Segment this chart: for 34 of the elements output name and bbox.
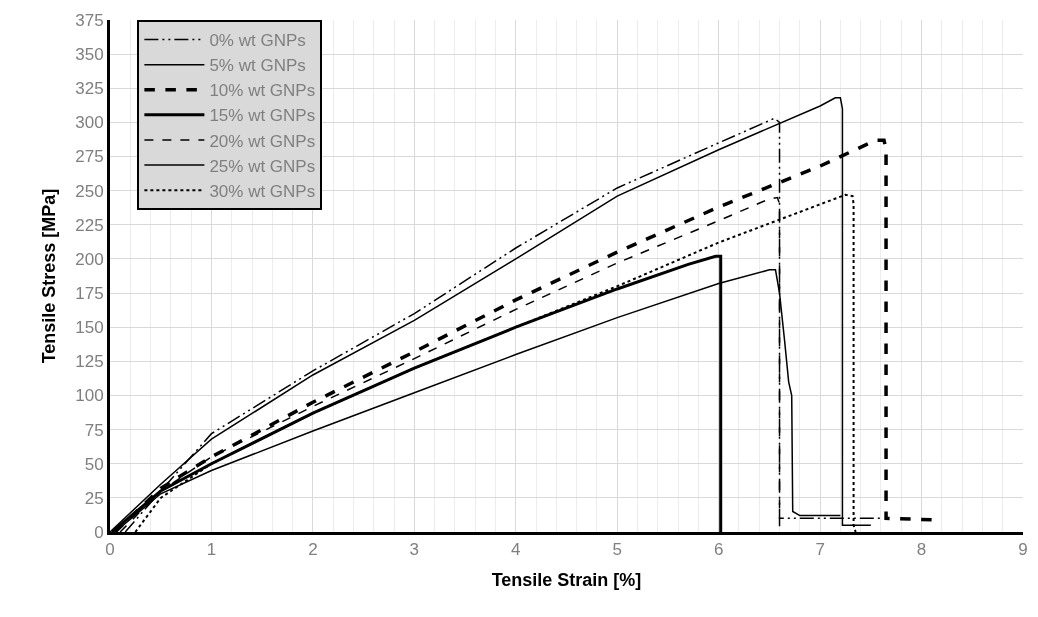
x-tick-label: 9 [1018, 540, 1028, 560]
y-tick-label: 75 [84, 420, 104, 440]
x-tick-label: 3 [409, 540, 420, 560]
x-tick-label: 8 [916, 540, 927, 560]
legend-label: 0% wt GNPs [209, 31, 306, 51]
legend-label: 20% wt GNPs [209, 131, 316, 151]
legend-label: 15% wt GNPs [209, 106, 316, 126]
x-tick-label: 5 [612, 540, 622, 560]
y-tick-label: 50 [84, 454, 104, 474]
x-tick-label: 6 [713, 540, 724, 560]
y-tick-label: 200 [75, 249, 104, 269]
y-tick-label: 225 [75, 215, 104, 235]
y-axis-title: Tensile Stress [MPa] [39, 188, 60, 364]
x-tick-label: 2 [308, 540, 318, 560]
x-tick-label: 7 [815, 540, 825, 560]
y-tick-label: 325 [75, 79, 104, 99]
x-tick-label: 1 [206, 540, 217, 560]
legend-label: 25% wt GNPs [209, 156, 316, 176]
y-tick-label: 150 [75, 318, 104, 338]
legend-label: 5% wt GNPs [209, 56, 306, 76]
y-tick-label: 350 [75, 45, 104, 65]
x-tick-label: 4 [511, 540, 521, 560]
x-axis-title: Tensile Strain [%] [491, 569, 642, 590]
y-tick-label: 250 [75, 181, 104, 201]
y-tick-label: 100 [75, 386, 104, 406]
y-tick-label: 25 [84, 488, 104, 508]
legend-label: 10% wt GNPs [209, 81, 316, 101]
legend-label: 30% wt GNPs [209, 181, 316, 201]
y-tick-label: 300 [75, 113, 104, 133]
y-tick-label: 125 [75, 352, 104, 372]
y-tick-label: 375 [75, 10, 104, 30]
y-tick-label: 0 [94, 522, 104, 542]
y-tick-label: 275 [75, 147, 104, 167]
y-tick-label: 175 [75, 284, 104, 304]
